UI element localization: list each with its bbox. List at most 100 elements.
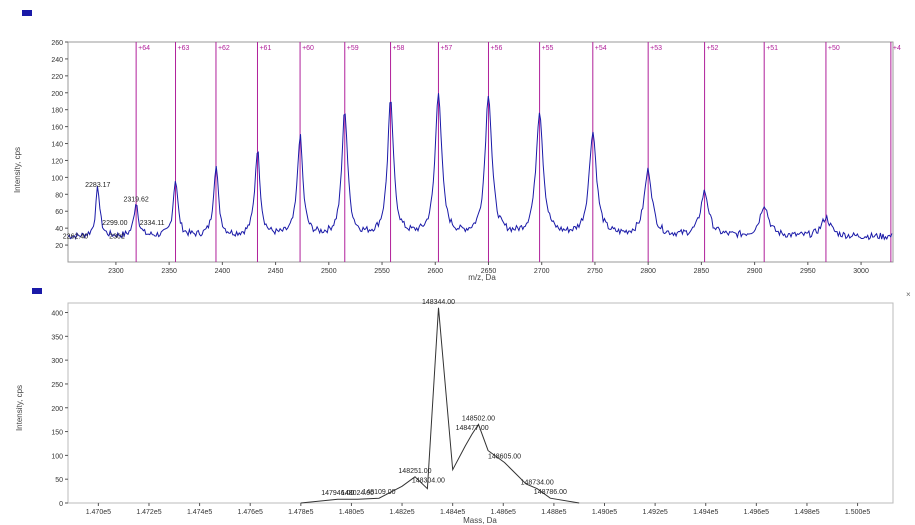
spectrum-trace — [67, 93, 893, 241]
x-tick-label: 1.480e5 — [339, 509, 364, 516]
peak-label: 148477.00 — [456, 425, 489, 432]
mass-trace — [300, 307, 580, 504]
peak-label: 147946.00 — [321, 490, 354, 497]
peak-label: 2283.17 — [85, 182, 110, 189]
x-tick-label: 1.476e5 — [238, 509, 263, 516]
mass-reconstruction-chart: × Intensity, cps Mass, Da 0 50 100 150 200 25… — [15, 288, 911, 525]
charge-marker-label: +62 — [218, 45, 230, 52]
x-axis-label: m/z, Da — [468, 273, 496, 282]
peak-label: 2299.00 — [102, 220, 127, 227]
x-tick-label: 2950 — [800, 268, 816, 275]
plot-frame — [67, 302, 894, 504]
charge-marker-label: +58 — [393, 45, 405, 52]
y-tick-label: 80 — [55, 192, 63, 199]
peak-label: 148109.00 — [362, 489, 395, 496]
x-tick-label: 1.498e5 — [794, 509, 819, 516]
reconstruction-panel: × Intensity, cps Mass, Da 0 50 100 150 200 25… — [0, 283, 915, 525]
x-tick-label: 1.488e5 — [541, 509, 566, 516]
x-tick-label: 2300 — [108, 268, 124, 275]
peak-label: 148024.00 — [341, 490, 374, 497]
charge-marker-label: +52 — [707, 45, 719, 52]
charge-marker-label: +50 — [828, 45, 840, 52]
x-tick-label: 2750 — [587, 268, 603, 275]
peak-label: 148502.00 — [462, 415, 495, 422]
x-tick-label: 1.482e5 — [389, 509, 414, 516]
charge-markers: +64 +63 +62 +61 +60 +59 +58 +57 +56 +55 +54 +53 +52 +… — [135, 42, 901, 262]
x-tick-label: 2700 — [534, 268, 550, 275]
x-tick-label: 1.500e5 — [845, 509, 870, 516]
charge-marker-label: +55 — [542, 45, 554, 52]
y-tick-label: 100 — [51, 453, 63, 460]
peak-label: 148734.00 — [521, 480, 554, 487]
x-tick-label: 1.478e5 — [288, 509, 313, 516]
y-tick-label: 40 — [55, 226, 63, 233]
y-axis-label: Intensity, cps — [13, 147, 22, 193]
x-tick-label: 3000 — [853, 268, 869, 275]
y-tick-label: 260 — [51, 40, 63, 47]
peak-label: 148344.00 — [422, 299, 455, 306]
panel-select-icon[interactable] — [32, 288, 42, 294]
y-tick-label: 0 — [59, 501, 63, 508]
y-tick-label: 300 — [51, 358, 63, 365]
x-tick-label: 2850 — [694, 268, 710, 275]
peak-label: 148605.00 — [488, 454, 521, 461]
peak-label: 148304.00 — [412, 477, 445, 484]
plot-frame — [67, 41, 894, 263]
y-tick-label: 160 — [51, 125, 63, 132]
charge-marker-label: +54 — [595, 45, 607, 52]
charge-marker-label: +61 — [259, 45, 271, 52]
x-tick-label: 2550 — [374, 268, 390, 275]
y-tick-label: 250 — [51, 382, 63, 389]
charge-marker-label: +59 — [347, 45, 359, 52]
y-tick-label: 240 — [51, 57, 63, 64]
y-tick-label: 200 — [51, 406, 63, 413]
peak-label: 2301 — [109, 234, 125, 241]
charge-marker-label: +60 — [302, 45, 314, 52]
x-tick-label: 2800 — [640, 268, 656, 275]
peak-label: 148251.00 — [398, 468, 431, 475]
x-tick-label: 2900 — [747, 268, 763, 275]
axes: 0 50 100 150 200 250 300 350 400 1.470e5 1.472e5 1.… — [51, 302, 894, 516]
x-tick-label: 2650 — [481, 268, 497, 275]
y-tick-label: 220 — [51, 74, 63, 81]
peak-label: 2334.11 — [140, 220, 165, 227]
x-tick-label: 1.496e5 — [744, 509, 769, 516]
peak-label: 148786.00 — [534, 489, 567, 496]
axes: 20 40 60 80 100 120 140 160 180 200 220 240 260 2300 2… — [51, 40, 894, 275]
peak-label: 2319.62 — [123, 196, 148, 203]
y-tick-label: 140 — [51, 142, 63, 149]
charge-marker-label: +56 — [490, 45, 502, 52]
x-tick-label: 1.470e5 — [86, 509, 111, 516]
x-tick-label: 2500 — [321, 268, 337, 275]
x-tick-label: 1.492e5 — [642, 509, 667, 516]
y-tick-label: 120 — [51, 158, 63, 165]
x-tick-label: 2350 — [161, 268, 177, 275]
mz-spectrum-chart: Intensity, cps m/z, Da 20 40 60 80 100 120 140… — [13, 10, 901, 282]
y-tick-label: 20 — [55, 243, 63, 250]
y-tick-label: 100 — [51, 175, 63, 182]
charge-marker-label: +64 — [138, 45, 150, 52]
charge-marker-label: +53 — [650, 45, 662, 52]
peak-annotations: 2283.17 2319.62 2299.00 2334.11 2262.40 2301 — [63, 182, 165, 241]
x-axis-label: Mass, Da — [463, 516, 497, 525]
charge-marker-label: +63 — [178, 45, 190, 52]
x-tick-label: 1.484e5 — [440, 509, 465, 516]
charge-marker-label: +57 — [440, 45, 452, 52]
y-tick-label: 60 — [55, 209, 63, 216]
y-tick-label: 200 — [51, 91, 63, 98]
y-tick-label: 50 — [55, 477, 63, 484]
charge-marker-label: +51 — [766, 45, 778, 52]
charge-marker-label: +4 — [893, 45, 901, 52]
x-tick-label: 2600 — [427, 268, 443, 275]
y-tick-label: 150 — [51, 430, 63, 437]
y-tick-label: 180 — [51, 108, 63, 115]
x-tick-label: 2450 — [268, 268, 284, 275]
peak-label: 2262.40 — [63, 234, 88, 241]
y-tick-label: 350 — [51, 334, 63, 341]
x-tick-label: 1.472e5 — [136, 509, 161, 516]
panel-select-icon[interactable] — [22, 10, 32, 16]
y-tick-label: 400 — [51, 311, 63, 318]
peak-annotations: 148344.00 148502.00 148477.00 148251.00 1483… — [321, 299, 567, 497]
x-tick-label: 1.486e5 — [491, 509, 516, 516]
close-icon[interactable]: × — [906, 290, 911, 299]
